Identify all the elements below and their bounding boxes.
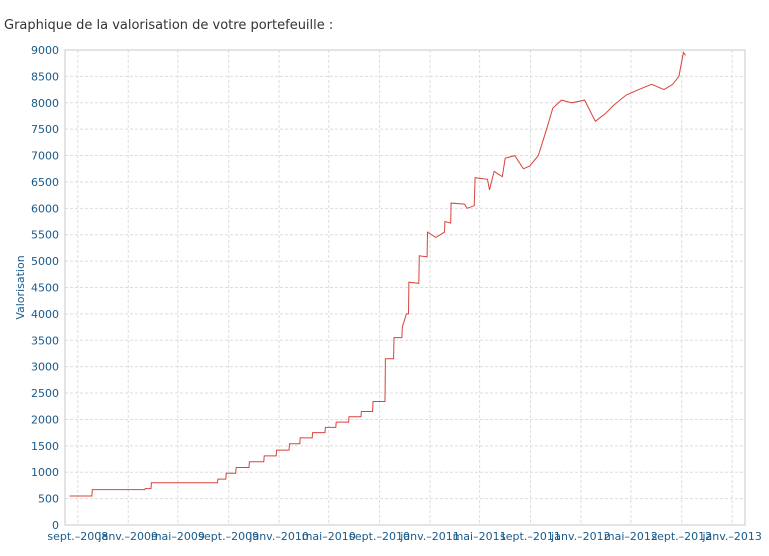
x-tick-label: sept.–2012 [651,530,712,543]
grid [65,49,745,526]
y-tick-label: 5000 [31,255,59,268]
y-tick-label: 2000 [31,413,59,426]
y-tick-label: 7000 [31,150,59,163]
x-tick-label: mai–2011 [453,530,507,543]
y-tick-label: 5500 [31,229,59,242]
series-line [69,51,686,497]
y-tick-label: 2500 [31,387,59,400]
x-tick-label: janv.–2011 [399,530,459,543]
y-tick-label: 7500 [31,123,59,136]
x-tick-label: sept.–2010 [349,530,410,543]
x-tick-label: sept.–2009 [198,530,259,543]
y-tick-label: 3000 [31,361,59,374]
x-tick-label: mai–2012 [604,530,658,543]
y-tick-label: 9000 [31,44,59,57]
x-axis: sept.–2008janv.–2009mai–2009sept.–2009ja… [47,530,761,543]
y-axis-label: Valorisation [14,255,27,319]
x-tick-label: sept.–2011 [500,530,561,543]
y-tick-label: 4000 [31,308,59,321]
y-axis: 0 500 1000 1500 2000 2500 3000 3500 4000 4500 5000… [31,44,59,532]
y-tick-label: 8000 [31,97,59,110]
x-tick-label: janv.–2013 [701,530,761,543]
y-tick-label: 8500 [31,70,59,83]
x-tick-label: janv.–2009 [98,530,158,543]
x-tick-label: sept.–2008 [47,530,108,543]
page-title: Graphique de la valorisation de votre po… [4,18,334,33]
y-tick-label: 1000 [31,466,59,479]
y-tick-label: 1500 [31,440,59,453]
y-tick-label: 4500 [31,282,59,295]
x-tick-label: janv.–2010 [248,530,308,543]
y-tick-label: 6500 [31,176,59,189]
y-tick-label: 500 [38,493,59,506]
y-tick-label: 3500 [31,334,59,347]
x-tick-label: mai–2010 [302,530,356,543]
y-tick-label: 6000 [31,202,59,215]
x-tick-label: mai–2009 [151,530,205,543]
plot-frame [64,49,746,526]
y-tick-label: 0 [52,519,59,532]
x-tick-label: janv.–2012 [550,530,610,543]
